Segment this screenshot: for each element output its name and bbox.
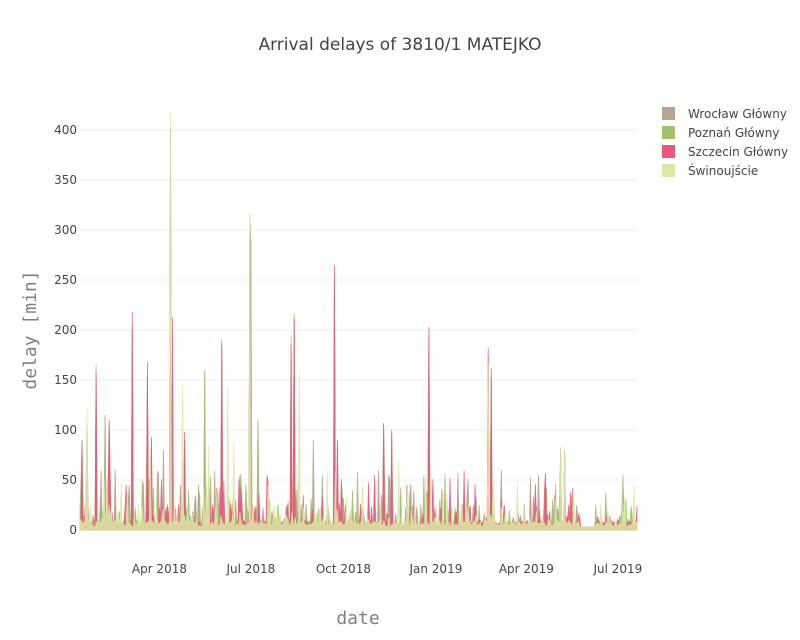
legend-item-1[interactable]: Poznań Główny [662, 126, 779, 140]
chart-title: Arrival delays of 3810/1 MATEJKO [258, 35, 541, 55]
plot-area [79, 112, 638, 531]
x-tick-label: Apr 2019 [499, 562, 554, 576]
y-tick-label: 300 [54, 223, 77, 237]
y-tick-label: 200 [54, 323, 77, 337]
y-tick-label: 0 [69, 523, 77, 537]
legend[interactable]: Wrocław Główny Poznań Główny Szczecin Głów… [662, 107, 788, 178]
legend-swatch [662, 145, 675, 158]
legend-label: Świnoujście [688, 163, 758, 178]
legend-item-2[interactable]: Szczecin Główny [662, 145, 788, 159]
y-tick-label: 100 [54, 423, 77, 437]
y-axis: 0 50 100 150 200 250 300 350 400 [54, 123, 77, 537]
x-tick-label: Jul 2018 [225, 562, 275, 576]
y-tick-label: 250 [54, 273, 77, 287]
y-tick-label: 50 [62, 473, 77, 487]
y-tick-label: 350 [54, 173, 77, 187]
legend-label: Szczecin Główny [688, 145, 788, 159]
x-axis-title: date [336, 608, 379, 629]
x-axis: Apr 2018 Jul 2018 Oct 2018 Jan 2019 Apr 2019… [132, 562, 642, 576]
x-tick-label: Apr 2018 [132, 562, 187, 576]
y-tick-label: 150 [54, 373, 77, 387]
y-axis-title: delay [min] [20, 270, 41, 389]
legend-label: Poznań Główny [688, 126, 779, 140]
legend-swatch [662, 107, 675, 120]
y-tick-label: 400 [54, 123, 77, 137]
x-tick-label: Jul 2019 [592, 562, 642, 576]
legend-item-3[interactable]: Świnoujście [662, 163, 758, 178]
legend-swatch [662, 164, 675, 177]
legend-swatch [662, 126, 675, 139]
legend-label: Wrocław Główny [688, 107, 787, 121]
x-tick-label: Oct 2018 [316, 562, 371, 576]
series-area-3[interactable] [79, 112, 638, 531]
x-tick-label: Jan 2019 [408, 562, 462, 576]
legend-item-0[interactable]: Wrocław Główny [662, 107, 787, 121]
